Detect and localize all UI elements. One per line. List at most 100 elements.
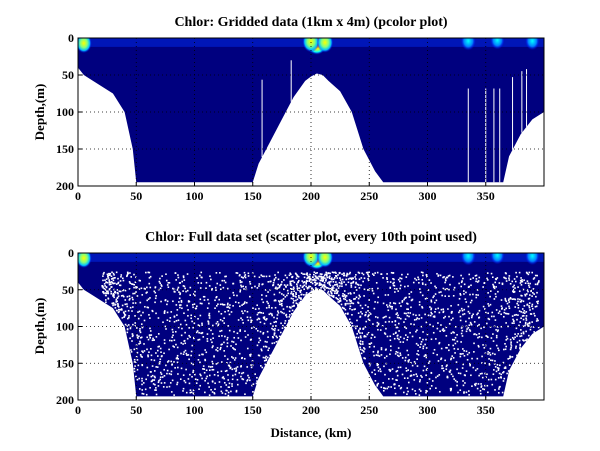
y-tick-label: 150 [56, 356, 74, 370]
chart-title: Chlor: Gridded data (1km x 4m) (pcolor p… [174, 15, 447, 30]
scatter-gap-point [246, 380, 248, 382]
scatter-gap-point [425, 391, 427, 394]
scatter-gap-point [373, 307, 376, 310]
scatter-gap-point [239, 330, 241, 332]
scatter-gap-point [366, 271, 369, 274]
scatter-gap-point [315, 282, 318, 285]
scatter-gap-point [319, 275, 321, 278]
scatter-gap-point [102, 290, 105, 293]
scatter-gap-point [347, 281, 350, 284]
scatter-gap-point [263, 275, 265, 278]
scatter-gap-point [395, 326, 398, 329]
scatter-gap-point [493, 315, 495, 318]
scatter-gap-point [468, 394, 470, 396]
scatter-gap-point [269, 312, 272, 315]
scatter-gap-point [120, 308, 123, 310]
scatter-gap-point [241, 372, 243, 375]
scatter-gap-point [465, 370, 468, 372]
scatter-gap-point [386, 306, 389, 308]
scatter-gap-point [256, 376, 258, 379]
scatter-gap-point [251, 360, 254, 362]
scatter-gap-point [312, 288, 315, 291]
scatter-gap-point [522, 325, 525, 328]
scatter-gap-point [299, 290, 302, 292]
scatter-gap-point [115, 300, 118, 303]
scatter-gap-point [175, 304, 178, 306]
scatter-gap-point [485, 311, 487, 314]
scatter-gap-point [104, 299, 107, 301]
scatter-gap-point [525, 311, 528, 313]
scatter-gap-point [392, 284, 395, 287]
scatter-gap-point [206, 375, 208, 378]
scatter-gap-point [392, 282, 394, 285]
scatter-gap-point [375, 282, 378, 284]
scatter-gap-point [428, 360, 431, 363]
scatter-gap-point [221, 335, 223, 337]
scatter-gap-point [124, 313, 126, 316]
scatter-gap-point [155, 387, 157, 389]
scatter-gap-point [432, 325, 434, 328]
scatter-gap-point [142, 393, 145, 395]
scatter-gap-point [179, 306, 181, 309]
scatter-gap-point [181, 280, 184, 283]
scatter-gap-point [341, 306, 344, 309]
scatter-gap-point [498, 349, 500, 352]
scatter-gap-point [384, 294, 387, 296]
scatter-gap-point [186, 354, 188, 356]
scatter-gap-point [356, 333, 358, 335]
scatter-gap-point [347, 313, 349, 315]
scatter-gap-point [235, 389, 238, 392]
scatter-gap-point [101, 286, 104, 288]
scatter-gap-point [438, 291, 441, 294]
scatter-gap-point [416, 329, 418, 332]
scatter-gap-point [463, 355, 466, 357]
scatter-gap-point [220, 343, 223, 346]
scatter-gap-point [289, 272, 291, 275]
scatter-gap-point [432, 296, 434, 299]
scatter-gap-point [131, 333, 134, 335]
scatter-gap-point [216, 350, 219, 352]
scatter-gap-point [456, 340, 459, 343]
scatter-gap-point [108, 282, 111, 284]
scatter-gap-point [363, 348, 366, 350]
scatter-gap-point [342, 307, 345, 310]
scatter-gap-point [133, 292, 136, 295]
scatter-gap-point [139, 331, 142, 334]
scatter-gap-point [330, 278, 333, 280]
scatter-gap-point [226, 338, 228, 341]
scatter-gap-point [510, 345, 513, 347]
scatter-gap-point [469, 364, 471, 367]
scatter-gap-point [107, 275, 109, 278]
scatter-gap-point [485, 376, 487, 379]
panel-gridded: Chlor: Gridded data (1km x 4m) (pcolor p… [32, 15, 545, 203]
scatter-gap-point [502, 371, 504, 374]
scatter-gap-point [258, 283, 261, 285]
scatter-gap-point [382, 389, 385, 392]
scatter-gap-point [407, 390, 409, 393]
scatter-gap-point [339, 277, 341, 280]
scatter-gap-point [121, 309, 123, 311]
scatter-gap-point [198, 338, 201, 341]
scatter-gap-point [536, 283, 539, 286]
scatter-gap-point [357, 301, 359, 304]
scatter-gap-point [241, 310, 243, 313]
scatter-gap-point [308, 280, 311, 283]
scatter-gap-point [146, 306, 149, 309]
scatter-gap-point [419, 390, 422, 392]
scatter-gap-point [332, 285, 334, 287]
scatter-gap-point [516, 335, 518, 337]
scatter-gap-point [354, 276, 356, 278]
scatter-gap-point [171, 364, 173, 366]
scatter-gap-point [188, 382, 191, 385]
scatter-gap-point [535, 295, 537, 298]
scatter-gap-point [413, 379, 416, 381]
scatter-gap-point [173, 315, 176, 318]
scatter-gap-point [114, 303, 117, 306]
scatter-gap-point [260, 349, 263, 352]
scatter-gap-point [277, 329, 280, 331]
scatter-gap-point [404, 334, 407, 336]
scatter-gap-point [320, 279, 323, 281]
scatter-gap-point [242, 312, 244, 315]
scatter-gap-point [245, 382, 247, 385]
scatter-gap-point [475, 296, 478, 299]
